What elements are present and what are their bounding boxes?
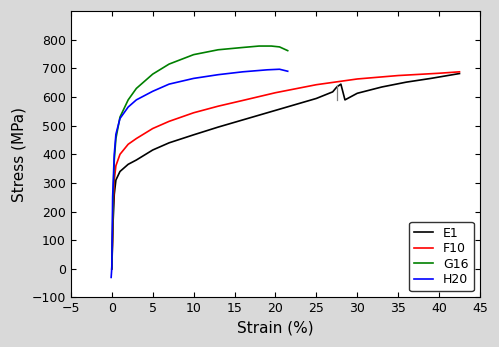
H20 <box>111 152 117 156</box>
E1 <box>215 125 221 129</box>
H20 <box>150 89 156 93</box>
F10 <box>109 238 115 242</box>
F10 <box>395 74 401 78</box>
H20 <box>240 70 246 74</box>
E1 <box>117 169 123 174</box>
E1 <box>110 221 116 225</box>
E1 <box>428 76 434 81</box>
G16 <box>191 52 197 57</box>
H20 <box>285 69 291 73</box>
F10 <box>240 98 246 102</box>
F10 <box>191 111 197 115</box>
F10 <box>166 119 172 124</box>
E1 <box>264 111 270 115</box>
H20 <box>264 68 270 72</box>
Y-axis label: Stress (MPa): Stress (MPa) <box>11 107 26 202</box>
E1 <box>240 118 246 122</box>
H20 <box>133 98 139 102</box>
E1 <box>289 103 295 108</box>
F10 <box>110 210 116 214</box>
F10 <box>436 71 442 75</box>
E1 <box>133 158 139 162</box>
E1 <box>403 80 409 84</box>
Line: F10: F10 <box>112 72 460 269</box>
F10 <box>313 83 319 87</box>
E1 <box>125 162 131 167</box>
F10 <box>111 178 117 182</box>
G16 <box>111 158 117 162</box>
E1 <box>166 141 172 145</box>
H20 <box>109 232 115 237</box>
E1 <box>354 91 360 95</box>
H20 <box>117 116 123 120</box>
E1 <box>109 244 115 248</box>
E1 <box>313 96 319 101</box>
G16 <box>125 98 131 102</box>
E1 <box>379 85 385 89</box>
E1 <box>109 267 115 271</box>
F10 <box>113 164 119 168</box>
Line: H20: H20 <box>111 69 288 278</box>
F10 <box>125 142 131 146</box>
E1 <box>342 98 348 102</box>
F10 <box>215 104 221 108</box>
E1 <box>150 148 156 152</box>
X-axis label: Strain (%): Strain (%) <box>237 321 314 336</box>
H20 <box>109 268 115 272</box>
G16 <box>109 232 115 237</box>
G16 <box>150 72 156 76</box>
G16 <box>166 62 172 66</box>
G16 <box>256 44 262 48</box>
G16 <box>117 115 123 119</box>
F10 <box>117 152 123 156</box>
H20 <box>113 132 119 136</box>
G16 <box>133 86 139 91</box>
Line: G16: G16 <box>112 46 288 269</box>
H20 <box>166 82 172 86</box>
F10 <box>150 126 156 130</box>
G16 <box>215 48 221 52</box>
H20 <box>215 73 221 77</box>
F10 <box>109 267 115 271</box>
E1 <box>113 178 119 182</box>
Line: E1: E1 <box>112 74 460 269</box>
F10 <box>354 77 360 81</box>
G16 <box>240 45 246 50</box>
G16 <box>113 136 119 141</box>
H20 <box>109 264 115 268</box>
E1 <box>334 85 340 89</box>
G16 <box>285 49 291 53</box>
E1 <box>457 71 463 76</box>
G16 <box>110 198 116 202</box>
H20 <box>108 276 114 280</box>
G16 <box>109 267 115 271</box>
E1 <box>191 133 197 137</box>
F10 <box>272 91 278 95</box>
H20 <box>125 105 131 109</box>
H20 <box>191 76 197 81</box>
G16 <box>268 44 274 48</box>
G16 <box>276 45 282 49</box>
Legend: E1, F10, G16, H20: E1, F10, G16, H20 <box>410 222 474 291</box>
E1 <box>111 192 117 196</box>
F10 <box>457 70 463 74</box>
F10 <box>133 136 139 141</box>
H20 <box>276 67 282 71</box>
E1 <box>330 90 336 94</box>
H20 <box>110 195 116 199</box>
E1 <box>338 82 344 86</box>
